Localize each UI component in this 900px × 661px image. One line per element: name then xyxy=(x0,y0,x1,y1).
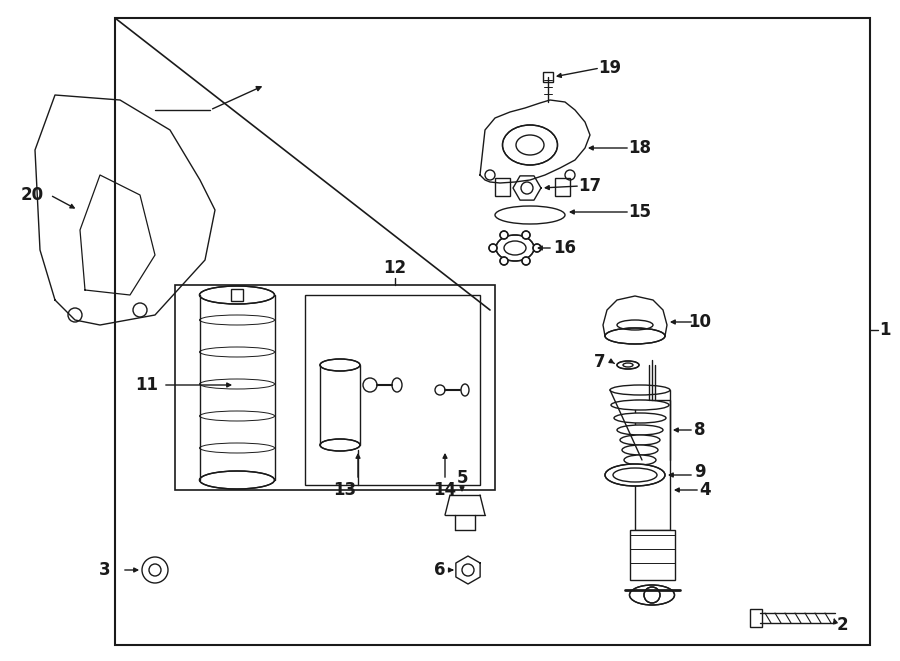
Circle shape xyxy=(68,308,82,322)
Bar xyxy=(305,295,480,485)
Bar xyxy=(750,609,762,627)
Text: 19: 19 xyxy=(598,59,622,77)
Ellipse shape xyxy=(320,439,360,451)
Circle shape xyxy=(522,231,530,239)
Circle shape xyxy=(500,257,508,265)
Ellipse shape xyxy=(629,585,674,605)
Text: 11: 11 xyxy=(136,376,158,394)
Bar xyxy=(555,178,570,196)
Ellipse shape xyxy=(320,359,360,371)
Text: 4: 4 xyxy=(699,481,711,499)
Text: 13: 13 xyxy=(333,481,356,499)
Text: 10: 10 xyxy=(688,313,712,331)
Text: 7: 7 xyxy=(594,353,606,371)
Ellipse shape xyxy=(200,471,274,489)
Text: 8: 8 xyxy=(694,421,706,439)
Text: 6: 6 xyxy=(434,561,446,579)
Ellipse shape xyxy=(617,361,639,369)
Ellipse shape xyxy=(624,455,656,465)
Bar xyxy=(115,18,870,645)
Circle shape xyxy=(533,244,541,252)
Ellipse shape xyxy=(617,425,663,435)
Circle shape xyxy=(500,231,508,239)
Text: 16: 16 xyxy=(554,239,577,257)
Text: 5: 5 xyxy=(456,469,468,487)
Ellipse shape xyxy=(605,328,665,344)
Ellipse shape xyxy=(200,286,274,304)
Bar xyxy=(543,72,553,82)
Text: 12: 12 xyxy=(383,259,407,277)
Ellipse shape xyxy=(605,464,665,486)
Circle shape xyxy=(644,587,660,603)
Text: 1: 1 xyxy=(879,321,891,339)
Bar xyxy=(635,400,670,530)
Circle shape xyxy=(489,244,497,252)
Bar xyxy=(630,530,675,580)
Text: 17: 17 xyxy=(579,177,601,195)
Circle shape xyxy=(522,257,530,265)
Text: 15: 15 xyxy=(628,203,652,221)
Bar xyxy=(231,289,243,301)
Ellipse shape xyxy=(611,400,669,410)
Ellipse shape xyxy=(622,445,658,455)
Circle shape xyxy=(133,303,147,317)
Bar xyxy=(175,285,495,490)
Ellipse shape xyxy=(614,413,666,423)
Text: 20: 20 xyxy=(21,186,43,204)
Text: 9: 9 xyxy=(694,463,706,481)
Text: 18: 18 xyxy=(628,139,652,157)
Ellipse shape xyxy=(620,435,660,445)
Ellipse shape xyxy=(502,125,557,165)
Text: 2: 2 xyxy=(836,616,848,634)
Bar xyxy=(495,178,510,196)
Text: 14: 14 xyxy=(434,481,456,499)
Ellipse shape xyxy=(496,235,534,261)
Text: 3: 3 xyxy=(99,561,111,579)
